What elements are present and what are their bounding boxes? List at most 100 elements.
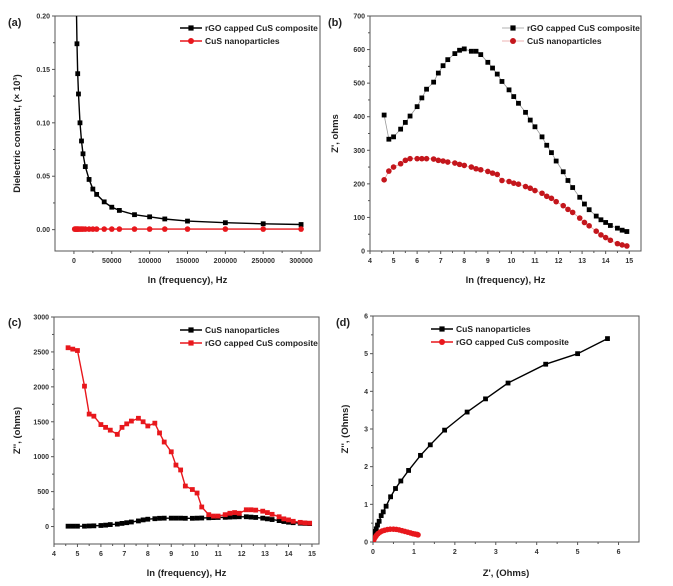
data-point bbox=[128, 418, 134, 424]
data-point bbox=[152, 516, 158, 522]
data-point bbox=[582, 201, 587, 207]
data-point bbox=[184, 226, 191, 232]
plot-area bbox=[381, 46, 630, 249]
data-point bbox=[477, 166, 484, 173]
data-point bbox=[140, 517, 146, 523]
data-point bbox=[147, 214, 153, 220]
series-line bbox=[75, 16, 302, 226]
plot-frame bbox=[53, 316, 320, 545]
data-point bbox=[593, 213, 599, 219]
x-axis-label: ln (frequency), Hz bbox=[147, 568, 227, 579]
data-point bbox=[65, 523, 71, 529]
y-axis-label: Z'', (Ohms) bbox=[340, 405, 351, 454]
data-point bbox=[114, 431, 120, 437]
data-point bbox=[152, 420, 158, 426]
legend-label: CuS nanoparticles bbox=[456, 324, 531, 334]
data-point bbox=[598, 217, 604, 223]
data-point bbox=[565, 178, 571, 183]
series-line bbox=[383, 48, 628, 232]
x-tick-label: 6 bbox=[415, 258, 419, 265]
panel-label: (b) bbox=[328, 17, 342, 29]
data-point bbox=[383, 503, 389, 509]
data-point bbox=[516, 100, 521, 106]
data-point bbox=[445, 57, 451, 63]
data-point bbox=[511, 94, 517, 99]
data-point bbox=[82, 164, 88, 170]
data-point bbox=[478, 52, 484, 58]
data-point bbox=[560, 202, 567, 209]
panel-label: (d) bbox=[336, 317, 350, 329]
x-tick-label: 0 bbox=[371, 549, 375, 556]
x-tick-label: 50000 bbox=[102, 258, 122, 265]
y-tick-label: 1500 bbox=[33, 419, 49, 426]
data-point bbox=[539, 134, 545, 140]
data-point bbox=[243, 514, 249, 520]
data-point bbox=[140, 419, 146, 425]
data-point bbox=[173, 515, 179, 521]
y-tick-label: 3 bbox=[364, 427, 368, 434]
data-point bbox=[407, 113, 413, 119]
x-tick-label: 4 bbox=[535, 549, 539, 556]
data-point bbox=[440, 158, 446, 164]
data-point bbox=[76, 91, 81, 97]
data-point bbox=[136, 518, 141, 524]
y-tick-label: 100 bbox=[353, 215, 365, 222]
data-point bbox=[265, 516, 270, 522]
data-point bbox=[603, 220, 609, 225]
data-point bbox=[182, 515, 188, 521]
y-tick-label: 6 bbox=[364, 314, 368, 321]
x-tick-label: 2 bbox=[453, 549, 457, 556]
data-point bbox=[260, 221, 266, 227]
data-point bbox=[388, 494, 393, 500]
legend-label: rGO capped CuS composite bbox=[527, 23, 640, 33]
x-tick-label: 5 bbox=[75, 551, 79, 558]
data-point bbox=[549, 150, 554, 156]
data-point bbox=[178, 515, 184, 521]
x-tick-label: 200000 bbox=[214, 258, 237, 265]
y-tick-label: 0 bbox=[361, 249, 365, 256]
data-point bbox=[232, 510, 237, 515]
series-rgo-capped-cus-composite bbox=[65, 345, 313, 526]
data-point bbox=[553, 198, 559, 205]
series-rgo-capped-cus-composite bbox=[381, 46, 630, 234]
data-point bbox=[614, 240, 621, 247]
x-tick-label: 10 bbox=[191, 551, 199, 558]
x-axis-label: ln (frequency), Hz bbox=[148, 275, 228, 286]
data-point bbox=[506, 178, 512, 185]
data-point bbox=[456, 161, 463, 168]
y-tick-label: 5 bbox=[364, 351, 368, 358]
data-point bbox=[215, 513, 221, 519]
data-point bbox=[248, 507, 254, 513]
data-point bbox=[427, 442, 433, 448]
data-point bbox=[199, 515, 205, 521]
data-point bbox=[570, 185, 576, 190]
series-line bbox=[67, 347, 310, 524]
data-point bbox=[98, 523, 104, 528]
data-point bbox=[548, 195, 555, 202]
legend: rGO capped CuS composite CuS nanoparticle… bbox=[180, 23, 318, 46]
data-point bbox=[281, 519, 287, 524]
x-tick-label: 8 bbox=[462, 258, 466, 265]
data-point bbox=[423, 155, 430, 162]
data-point bbox=[605, 336, 610, 341]
legend-label: rGO capped CuS composite bbox=[205, 23, 318, 33]
series-cus-nanoparticles bbox=[381, 155, 630, 249]
y-tick-label: 0 bbox=[45, 524, 49, 531]
x-tick-label: 7 bbox=[439, 258, 443, 265]
data-point bbox=[419, 155, 425, 162]
data-point bbox=[414, 104, 420, 110]
y-axis-label: Dielectric constant, (× 10³) bbox=[12, 74, 23, 193]
data-point bbox=[206, 512, 212, 518]
series-line bbox=[383, 158, 627, 247]
x-tick-label: 15 bbox=[308, 551, 316, 558]
x-tick-label: 6 bbox=[617, 549, 621, 556]
data-point bbox=[435, 157, 442, 164]
data-point bbox=[91, 523, 97, 529]
plot-area bbox=[65, 345, 313, 529]
data-point bbox=[211, 513, 216, 519]
data-point bbox=[494, 71, 500, 77]
data-point bbox=[290, 518, 296, 524]
data-point bbox=[91, 413, 97, 419]
legend-marker bbox=[510, 25, 516, 31]
x-tick-label: 5 bbox=[392, 258, 396, 265]
